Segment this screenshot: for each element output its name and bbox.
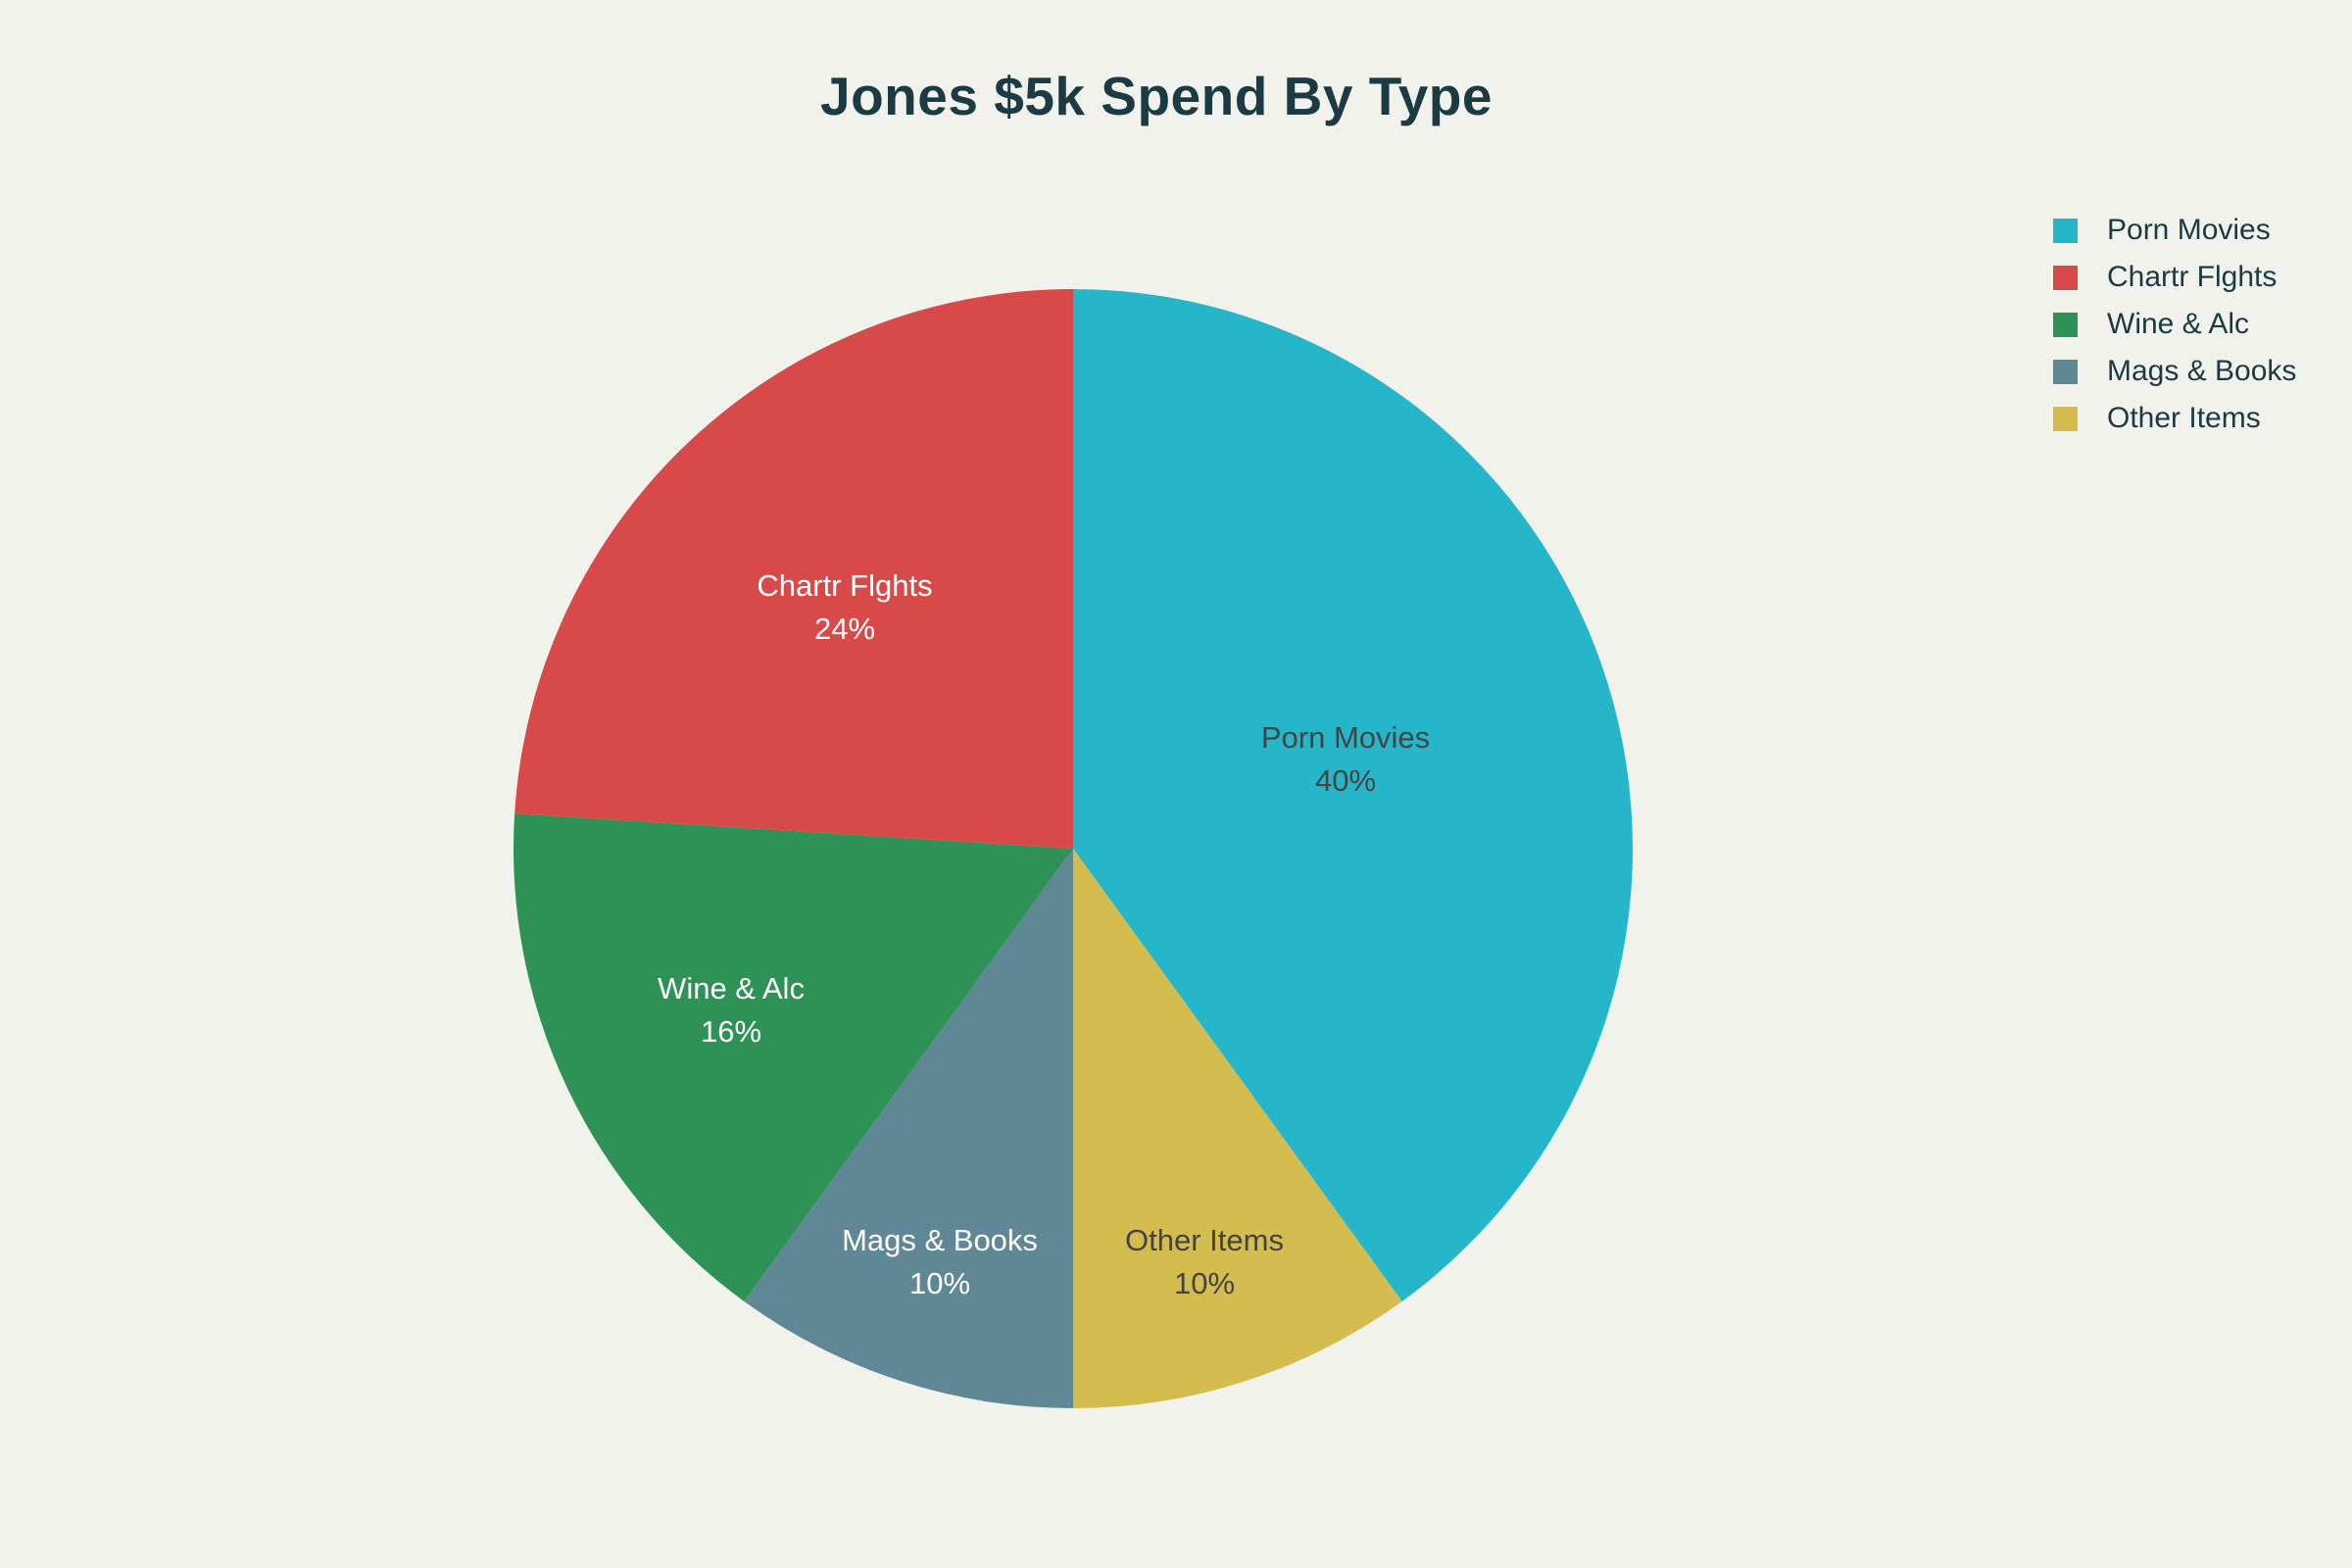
legend-swatch-chartr-flghts	[2053, 265, 2078, 290]
legend-label: Mags & Books	[2107, 355, 2297, 387]
legend-swatch-porn-movies	[2053, 218, 2078, 243]
legend-item-wine-alc[interactable]: Wine & Alc	[2053, 301, 2296, 348]
legend-swatch-wine-alc	[2053, 312, 2078, 337]
legend-item-other-items[interactable]: Other Items	[2053, 395, 2296, 442]
legend-label: Other Items	[2107, 402, 2261, 434]
legend-swatch-mags-books	[2053, 359, 2078, 384]
pie-slice-chartr-flghts[interactable]	[514, 289, 1073, 849]
legend-item-mags-books[interactable]: Mags & Books	[2053, 348, 2296, 395]
pie-slice-wine-alc[interactable]	[514, 813, 1073, 1301]
chart-title: Jones $5k Spend By Type	[819, 66, 1494, 126]
legend-item-porn-movies[interactable]: Porn Movies	[2053, 207, 2296, 254]
legend: Porn Movies Chartr Flghts Wine & Alc Mags &…	[2053, 207, 2296, 442]
legend-label: Porn Movies	[2107, 214, 2271, 246]
pie-slice-porn-movies[interactable]	[1073, 289, 1634, 1301]
legend-label: Wine & Alc	[2107, 308, 2250, 340]
legend-swatch-other-items	[2053, 406, 2078, 431]
pie-slice-other-items[interactable]	[1073, 849, 1402, 1408]
legend-label: Chartr Flghts	[2107, 261, 2278, 293]
pie-slice-mags-books[interactable]	[744, 849, 1073, 1408]
legend-item-chartr-flghts[interactable]: Chartr Flghts	[2053, 254, 2296, 301]
